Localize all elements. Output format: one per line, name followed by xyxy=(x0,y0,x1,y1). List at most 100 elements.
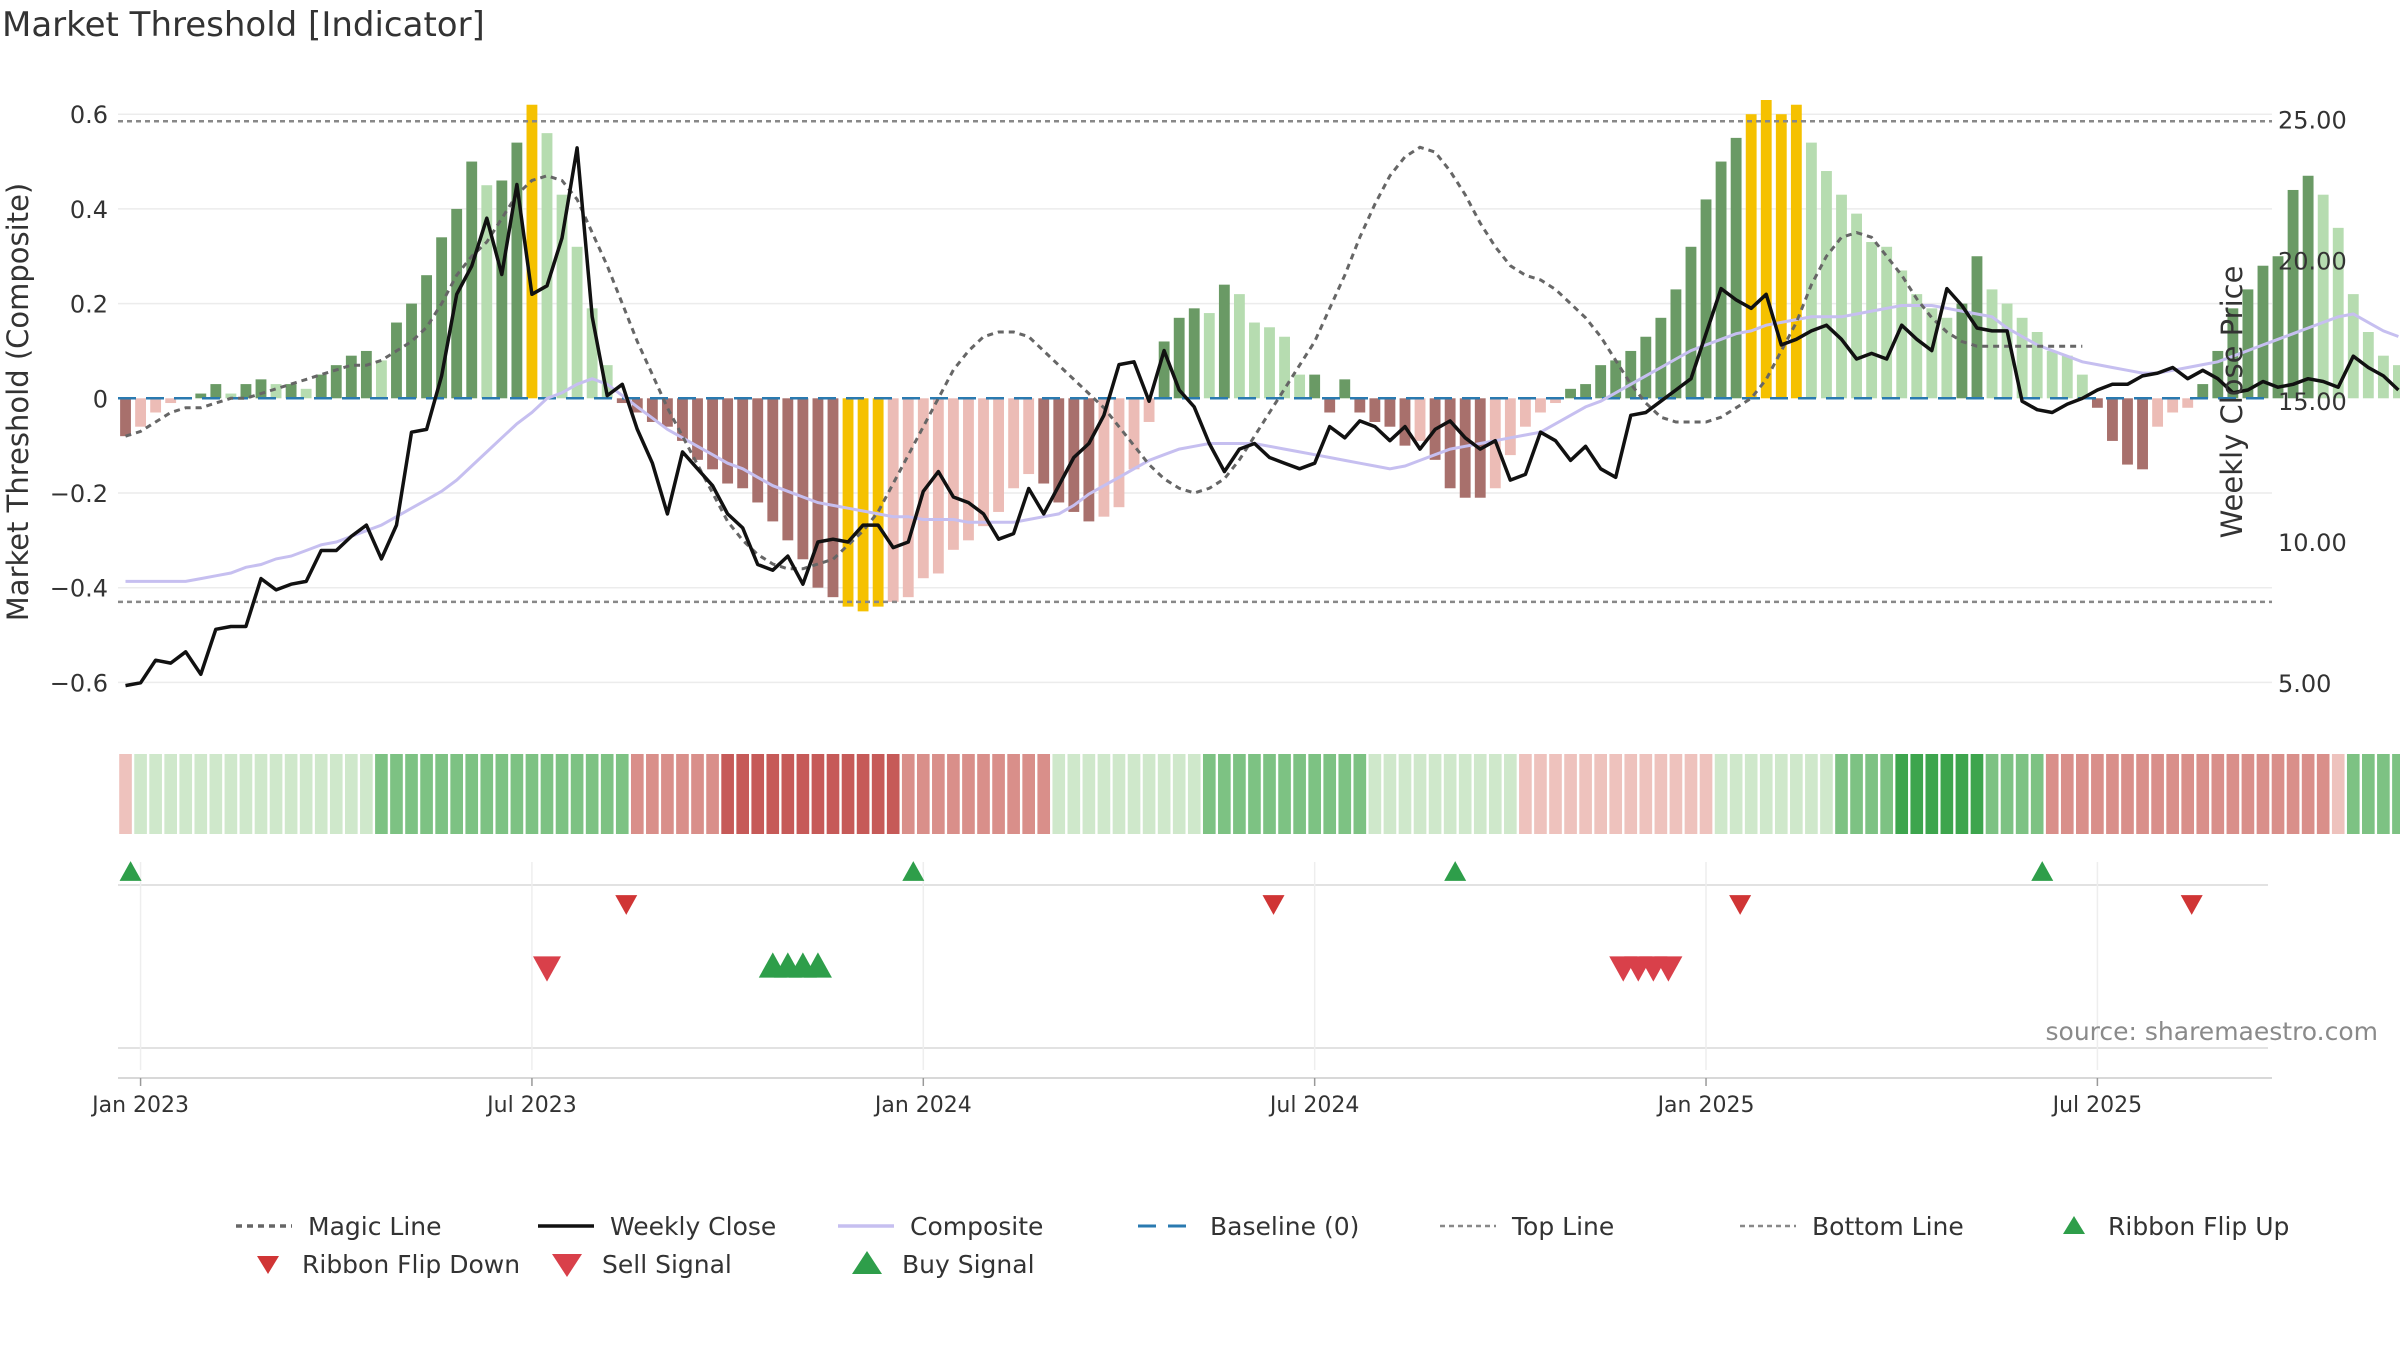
composite-bar xyxy=(375,360,387,399)
ribbon-segment xyxy=(796,754,810,834)
ribbon-segment xyxy=(1488,754,1502,834)
ribbon-segment xyxy=(1368,754,1382,834)
composite-bar xyxy=(466,161,478,399)
ribbon-segment xyxy=(1669,754,1683,834)
ribbon-segment xyxy=(224,754,238,834)
ribbon-segment xyxy=(1248,754,1261,834)
ribbon-segment xyxy=(2331,754,2345,834)
y2-axis-label: Weekly Close Price xyxy=(2215,266,2249,539)
composite-bar xyxy=(2242,289,2254,399)
legend-label: Buy Signal xyxy=(902,1250,1035,1279)
ribbon-segment xyxy=(826,754,840,834)
y-tick-label: 0 xyxy=(93,385,108,413)
composite-bar xyxy=(842,398,854,607)
ribbon-segment xyxy=(2030,754,2044,834)
x-tick-label: Jul 2024 xyxy=(1268,1093,1360,1118)
ribbon-segment xyxy=(1233,754,1246,834)
composite-bar xyxy=(2197,384,2209,399)
composite-bar xyxy=(285,384,297,399)
ribbon-segment xyxy=(1022,754,1035,834)
legend-swatch-flip-up xyxy=(2063,1216,2085,1234)
legend-label: Composite xyxy=(910,1212,1043,1241)
composite-bar xyxy=(917,398,929,579)
composite-bar xyxy=(1685,246,1697,399)
composite-bar xyxy=(2016,317,2028,399)
ribbon-segment xyxy=(1714,754,1728,834)
ribbon-segment xyxy=(751,754,765,834)
composite-bar xyxy=(2152,398,2164,427)
ribbon-segment xyxy=(721,754,734,834)
ribbon-segment xyxy=(841,754,855,834)
ribbon-segment xyxy=(1880,754,1893,834)
ribbon-segment xyxy=(1579,754,1592,834)
composite-bar xyxy=(993,398,1004,512)
ribbon-segment xyxy=(239,754,253,834)
composite-bar xyxy=(2137,398,2148,470)
composite-bar xyxy=(225,393,237,399)
composite-bar xyxy=(1700,199,1712,399)
composite-bar xyxy=(1083,398,1095,522)
legend-label: Sell Signal xyxy=(602,1250,732,1279)
ribbon-segment xyxy=(540,754,554,834)
buy-signal-marker xyxy=(803,952,832,978)
composite-bar xyxy=(1625,350,1637,399)
ribbon-segment xyxy=(1774,754,1788,834)
ribbon-segment xyxy=(2196,754,2210,834)
ribbon-segment xyxy=(405,754,418,834)
composite-bar xyxy=(722,398,734,484)
ribbon-segment xyxy=(2301,754,2315,834)
ribbon-segment xyxy=(149,754,162,834)
ribbon-segment xyxy=(2000,754,2014,834)
composite-bar xyxy=(1730,137,1742,399)
composite-bar xyxy=(586,308,598,399)
legend-swatch-flip-down xyxy=(257,1256,279,1274)
ribbon-segment xyxy=(1398,754,1412,834)
ribbon-segment xyxy=(1187,754,1201,834)
composite-bar xyxy=(677,398,688,441)
ribbon-segment xyxy=(1594,754,1607,834)
ribbon-segment xyxy=(2256,754,2270,834)
composite-bar xyxy=(1128,398,1140,470)
composite-bar xyxy=(1866,242,1878,399)
composite-bar xyxy=(2393,365,2400,399)
ribbon-flip-up-marker xyxy=(119,861,142,881)
ribbon-flip-up-marker xyxy=(902,861,925,881)
composite-bar xyxy=(1459,398,1471,498)
ribbon-segment xyxy=(1835,754,1848,834)
composite-bar xyxy=(436,237,448,399)
composite-bar xyxy=(541,133,553,399)
ribbon-segment xyxy=(420,754,433,834)
composite-bar xyxy=(2362,332,2374,399)
composite-bar xyxy=(195,393,207,399)
legend-swatch-buy xyxy=(852,1251,882,1274)
composite-bar xyxy=(2257,265,2269,399)
ribbon-segment xyxy=(299,754,313,834)
ribbon-segment xyxy=(179,754,193,834)
ribbon-segment xyxy=(1729,754,1743,834)
ribbon-segment xyxy=(2286,754,2300,834)
composite-bar xyxy=(1565,388,1576,399)
composite-bar xyxy=(2076,374,2088,399)
ribbon-segment xyxy=(1790,754,1803,834)
ribbon-segment xyxy=(119,754,132,834)
ribbon-segment xyxy=(962,754,975,834)
composite-bar xyxy=(1896,270,1908,399)
ribbon-segment xyxy=(1504,754,1517,834)
composite-bar xyxy=(827,398,839,598)
ribbon-segment xyxy=(1549,754,1562,834)
ribbon-segment xyxy=(766,754,780,834)
composite-bar xyxy=(1760,100,1772,399)
ribbon-segment xyxy=(615,754,629,834)
composite-bar xyxy=(1158,341,1170,399)
composite-bar xyxy=(932,398,944,574)
ribbon-segment xyxy=(1519,754,1532,834)
composite-bar xyxy=(2107,398,2118,441)
ribbon-segment xyxy=(1458,754,1472,834)
ribbon-flip-up-marker xyxy=(2031,861,2054,881)
ribbon-strip xyxy=(119,754,2400,834)
ribbon-segment xyxy=(2015,754,2029,834)
ribbon-segment xyxy=(856,754,870,834)
legend-label: Top Line xyxy=(1511,1212,1614,1241)
ribbon-segment xyxy=(947,754,960,834)
ribbon-segment xyxy=(916,754,930,834)
